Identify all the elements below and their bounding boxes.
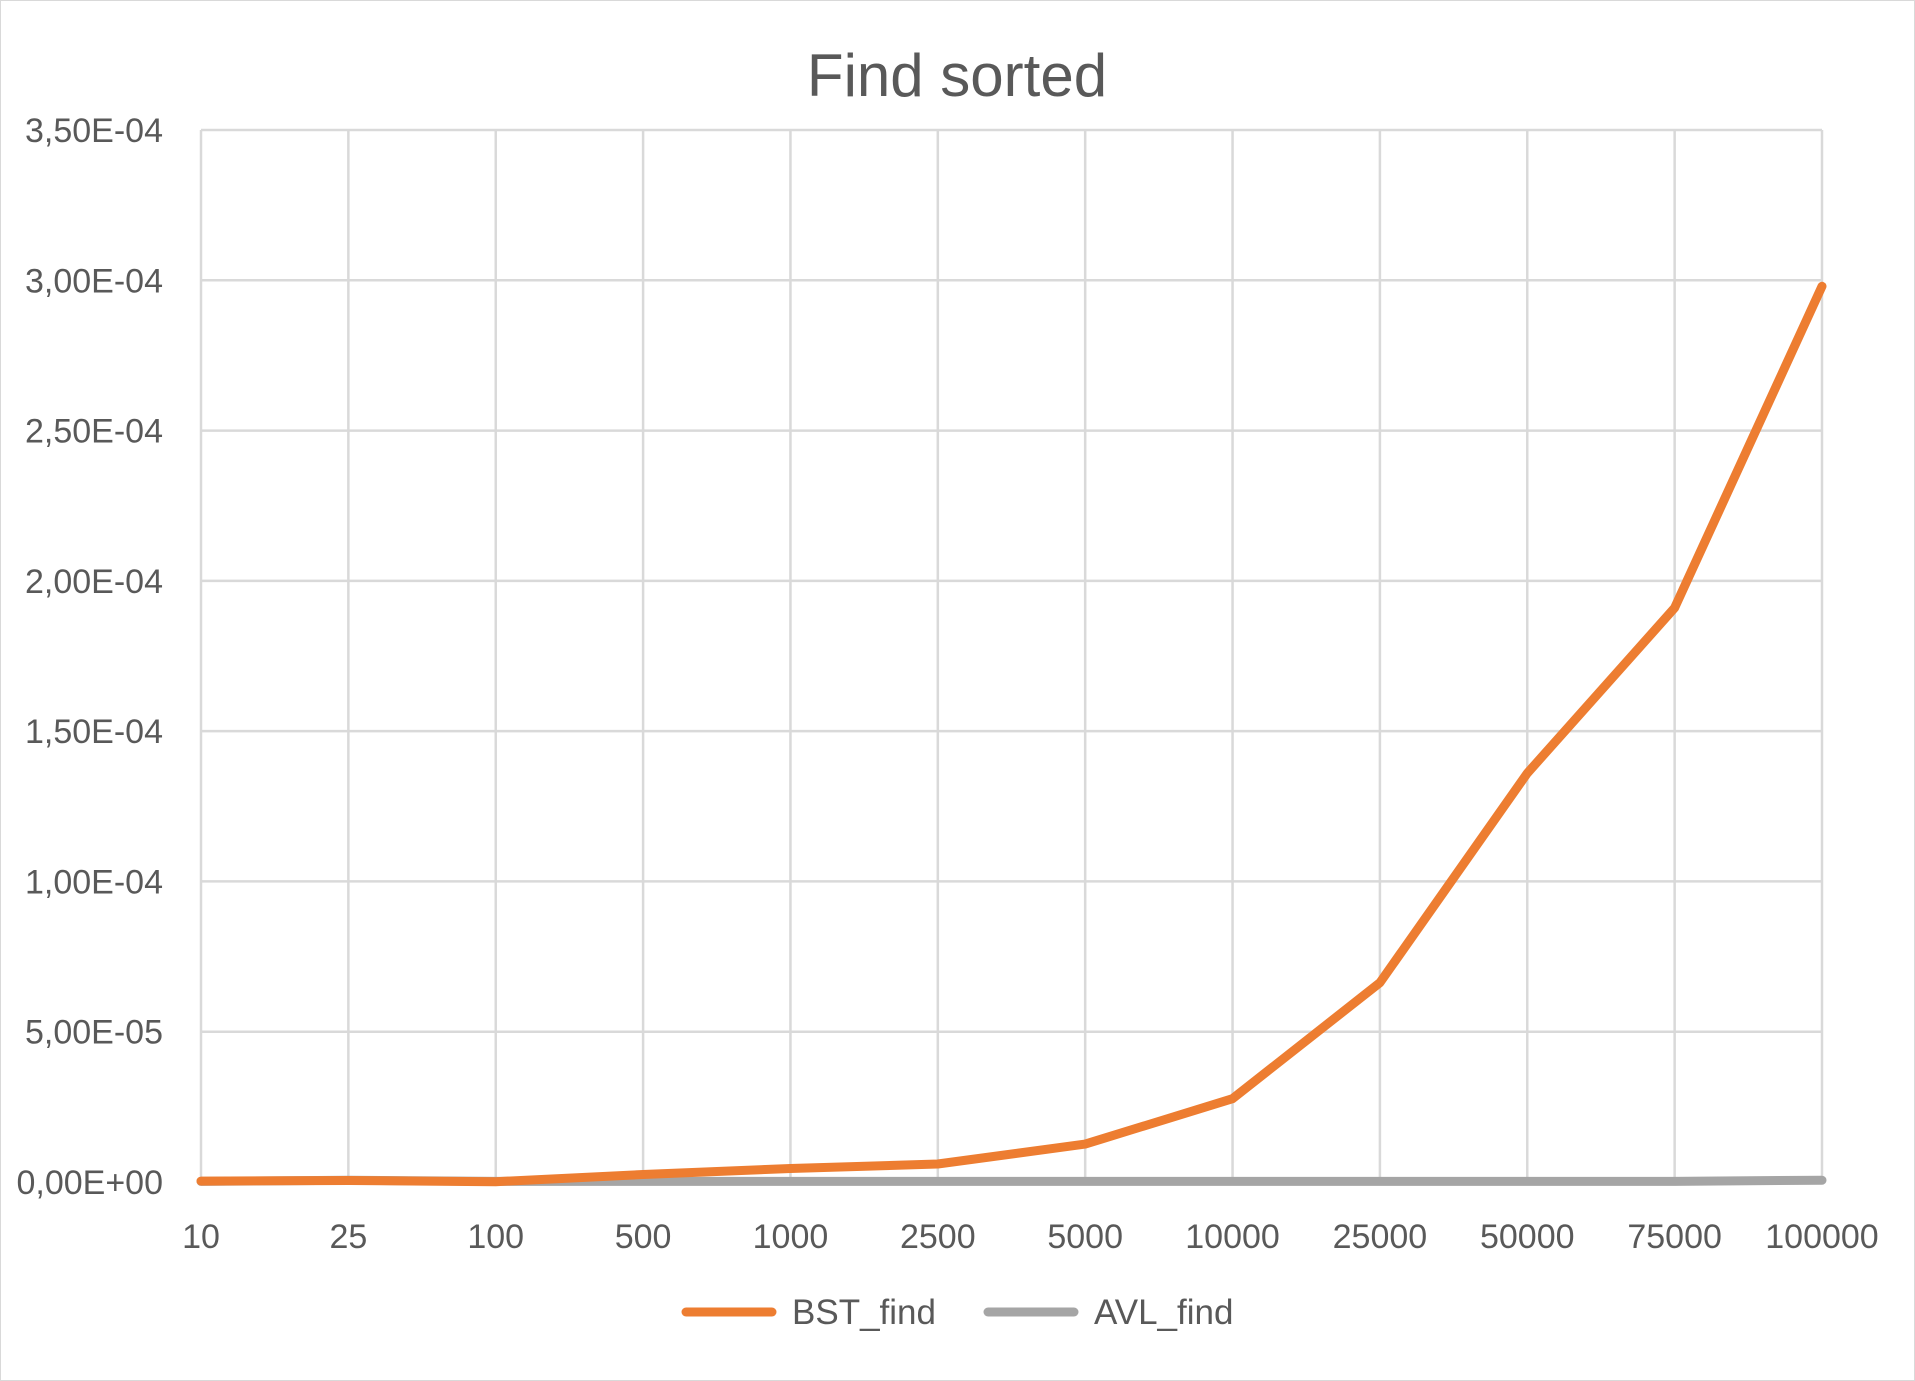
x-tick-label: 50000 — [1480, 1218, 1575, 1256]
x-tick-label: 25 — [329, 1218, 367, 1256]
x-tick-label: 100 — [467, 1218, 524, 1256]
x-tick-label: 100000 — [1765, 1218, 1878, 1256]
series-lines — [196, 281, 1827, 1187]
x-tick-label: 10 — [182, 1218, 220, 1256]
x-tick-label: 75000 — [1627, 1218, 1722, 1256]
y-tick-label: 2,00E-04 — [25, 563, 163, 601]
x-tick-label: 5000 — [1047, 1218, 1123, 1256]
gridlines — [199, 128, 1824, 1184]
series-line-bst-find — [196, 281, 1827, 1187]
x-axis-tick-labels: 10 25 100 500 1000 2500 5000 10000 25000 50000 750… — [182, 1218, 1879, 1256]
y-tick-label: 3,50E-04 — [25, 112, 163, 150]
legend-label: AVL_find — [1094, 1293, 1233, 1332]
x-tick-label: 25000 — [1333, 1218, 1428, 1256]
x-tick-label: 2500 — [900, 1218, 976, 1256]
y-tick-label: 3,00E-04 — [25, 262, 163, 300]
x-tick-label: 500 — [615, 1218, 672, 1256]
x-tick-label: 10000 — [1185, 1218, 1280, 1256]
y-tick-label: 2,50E-04 — [25, 413, 163, 451]
legend: BST_find AVL_find — [681, 1293, 1233, 1332]
legend-item-bst-find: BST_find — [681, 1293, 936, 1332]
legend-item-avl-find: AVL_find — [983, 1293, 1233, 1332]
y-tick-label: 5,00E-05 — [25, 1014, 163, 1052]
legend-label: BST_find — [792, 1293, 936, 1332]
y-axis-tick-labels: 0,00E+00 5,00E-05 1,00E-04 1,50E-04 2,00E-04… — [16, 112, 163, 1202]
y-tick-label: 1,50E-04 — [25, 713, 163, 751]
y-tick-label: 0,00E+00 — [16, 1164, 163, 1202]
x-tick-label: 1000 — [753, 1218, 829, 1256]
y-tick-label: 1,00E-04 — [25, 863, 163, 901]
chart-title: Find sorted — [807, 42, 1107, 109]
